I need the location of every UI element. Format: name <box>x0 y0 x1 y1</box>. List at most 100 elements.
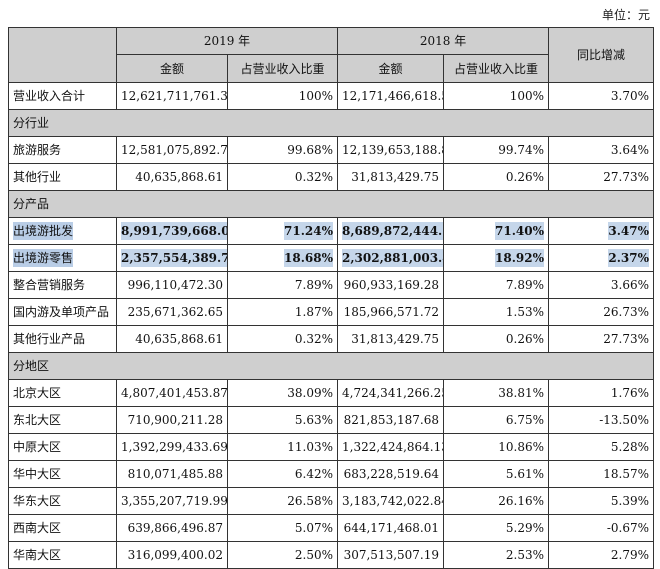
row-label: 华中大区 <box>8 460 117 488</box>
row-label: 其他行业 <box>8 163 117 191</box>
table-row: 旅游服务 12,581,075,892.77 99.68% 12,139,653,18… <box>8 136 655 164</box>
table-row: 出境游零售 2,357,554,389.76 18.68% 2,302,881,003… <box>8 244 655 272</box>
share-2018: 7.89% <box>443 271 550 299</box>
yoy-change: 3.47% <box>548 217 655 245</box>
amount-2018: 683,228,519.64 <box>337 460 445 488</box>
revenue-table: 2019 年 2018 年 同比增减 金额 占营业收入比重 金额 占营业收入比重… <box>7 27 655 569</box>
row-label: 营业收入合计 <box>8 82 117 110</box>
amount-2018: 960,933,169.28 <box>337 271 445 299</box>
yoy-change: 18.57% <box>548 460 655 488</box>
amount-2018: 12,139,653,188.80 <box>337 136 445 164</box>
amount-2019: 235,671,362.65 <box>116 298 228 326</box>
amount-2019: 710,900,211.28 <box>116 406 228 434</box>
row-label: 国内游及单项产品 <box>8 298 117 326</box>
amount-2019: 40,635,868.61 <box>116 163 228 191</box>
yoy-change: -13.50% <box>548 406 655 434</box>
yoy-change: 5.28% <box>548 433 655 461</box>
amount-2019: 639,866,496.87 <box>116 514 228 542</box>
table-row: 北京大区 4,807,401,453.87 38.09% 4,724,341,266.… <box>8 379 655 407</box>
table-row: 整合营销服务 996,110,472.30 7.89% 960,933,169.28 7… <box>8 271 655 299</box>
yoy-change: 1.76% <box>548 379 655 407</box>
table-row: 东北大区 710,900,211.28 5.63% 821,853,187.68 6.7… <box>8 406 655 434</box>
table-row: 华南大区 316,099,400.02 2.50% 307,513,507.19 2.5… <box>8 541 655 569</box>
amount-2018: 31,813,429.75 <box>337 325 445 353</box>
share-2018: 1.53% <box>443 298 550 326</box>
amount-2019: 40,635,868.61 <box>116 325 228 353</box>
share-2019: 18.68% <box>226 244 339 272</box>
highlighted-share-2018: 71.40% <box>495 222 545 240</box>
header-amount-2018: 金额 <box>337 54 445 83</box>
yoy-change: 27.73% <box>548 325 655 353</box>
amount-2019: 996,110,472.30 <box>116 271 228 299</box>
header-amount-2019: 金额 <box>116 54 228 83</box>
share-2019: 5.07% <box>226 514 339 542</box>
table-row: 华中大区 810,071,485.88 6.42% 683,228,519.64 5.6… <box>8 460 655 488</box>
amount-2018: 3,183,742,022.84 <box>337 487 445 515</box>
row-label: 整合营销服务 <box>8 271 117 299</box>
share-2018: 100% <box>443 82 550 110</box>
share-2019: 0.32% <box>226 325 339 353</box>
row-label: 东北大区 <box>8 406 117 434</box>
header-2018: 2018 年 <box>337 27 550 55</box>
section-header-row: 分产品 <box>7 190 655 218</box>
amount-2018: 31,813,429.75 <box>337 163 445 191</box>
yoy-change: 3.64% <box>548 136 655 164</box>
share-2019: 26.58% <box>226 487 339 515</box>
highlighted-share-2018: 18.92% <box>495 249 545 267</box>
amount-2019: 12,621,711,761.38 <box>116 82 228 110</box>
section-header-row: 分行业 <box>7 109 655 137</box>
amount-2019: 2,357,554,389.76 <box>116 244 228 272</box>
highlighted-row-label: 出境游批发 <box>13 222 74 240</box>
share-2018: 5.61% <box>443 460 550 488</box>
share-2019: 5.63% <box>226 406 339 434</box>
header-share-2018: 占营业收入比重 <box>443 54 550 83</box>
yoy-change: 5.39% <box>548 487 655 515</box>
table-body: 营业收入合计 12,621,711,761.38 100% 12,171,466… <box>7 82 655 569</box>
share-2018: 6.75% <box>443 406 550 434</box>
amount-2018: 644,171,468.01 <box>337 514 445 542</box>
row-label: 华南大区 <box>8 541 117 569</box>
header-share-2019: 占营业收入比重 <box>226 54 339 83</box>
share-2018: 10.86% <box>443 433 550 461</box>
amount-2018: 821,853,187.68 <box>337 406 445 434</box>
row-label: 出境游批发 <box>8 217 117 245</box>
table-row: 西南大区 639,866,496.87 5.07% 644,171,468.01 5.2… <box>8 514 655 542</box>
yoy-change: 2.37% <box>548 244 655 272</box>
share-2019: 11.03% <box>226 433 339 461</box>
share-2018: 18.92% <box>443 244 550 272</box>
table-row: 华东大区 3,355,207,719.99 26.58% 3,183,742,022.… <box>8 487 655 515</box>
amount-2018: 4,724,341,266.25 <box>337 379 445 407</box>
header-yoy: 同比增减 <box>548 27 655 83</box>
share-2018: 26.16% <box>443 487 550 515</box>
table-row: 其他行业 40,635,868.61 0.32% 31,813,429.75 0.26%… <box>8 163 655 191</box>
highlighted-amount-2018: 2,302,881,003.48 <box>342 249 443 267</box>
share-2018: 38.81% <box>443 379 550 407</box>
highlighted-yoy-change: 2.37% <box>608 249 650 267</box>
yoy-change: 3.66% <box>548 271 655 299</box>
share-2019: 7.89% <box>226 271 339 299</box>
share-2018: 0.26% <box>443 163 550 191</box>
share-2018: 5.29% <box>443 514 550 542</box>
amount-2019: 3,355,207,719.99 <box>116 487 228 515</box>
row-label: 西南大区 <box>8 514 117 542</box>
section-header-row: 分地区 <box>7 352 655 380</box>
amount-2018: 307,513,507.19 <box>337 541 445 569</box>
table-row: 国内游及单项产品 235,671,362.65 1.87% 185,966,571.7… <box>8 298 655 326</box>
yoy-change: -0.67% <box>548 514 655 542</box>
share-2019: 2.50% <box>226 541 339 569</box>
share-2019: 38.09% <box>226 379 339 407</box>
yoy-change: 2.79% <box>548 541 655 569</box>
share-2019: 1.87% <box>226 298 339 326</box>
table-row-total: 营业收入合计 12,621,711,761.38 100% 12,171,466… <box>8 82 655 110</box>
highlighted-amount-2019: 8,991,739,668.06 <box>121 222 227 240</box>
amount-2018: 12,171,466,618.55 <box>337 82 445 110</box>
row-label: 旅游服务 <box>8 136 117 164</box>
amount-2019: 1,392,299,433.69 <box>116 433 228 461</box>
highlighted-share-2019: 18.68% <box>284 249 334 267</box>
share-2019: 99.68% <box>226 136 339 164</box>
share-2018: 0.26% <box>443 325 550 353</box>
amount-2019: 810,071,485.88 <box>116 460 228 488</box>
amount-2019: 8,991,739,668.06 <box>116 217 228 245</box>
highlighted-amount-2018: 8,689,872,444.32 <box>342 222 443 240</box>
section-title: 分地区 <box>7 352 655 380</box>
